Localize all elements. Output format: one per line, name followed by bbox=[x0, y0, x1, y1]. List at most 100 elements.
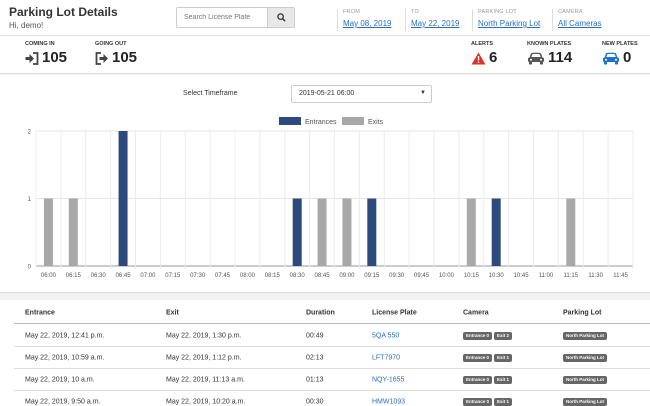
entrance-time: May 22, 2019, 9:50 a.m. bbox=[25, 398, 101, 405]
table-header: Entrance Exit Duration License Plate Cam… bbox=[14, 302, 650, 324]
legend-label-exits: Exits bbox=[368, 119, 384, 126]
bar-entrances[interactable] bbox=[367, 198, 377, 267]
parking-lot-badge: North Parking Lot bbox=[563, 397, 607, 406]
parking-lot-badge: North Parking Lot bbox=[563, 353, 607, 362]
warning-icon bbox=[471, 52, 486, 64]
x-tick-label: 07:00 bbox=[140, 273, 156, 279]
duration: 00:30 bbox=[306, 398, 324, 405]
filter-camera: CAMERA All Cameras bbox=[552, 9, 602, 31]
license-plate-link[interactable]: NQY-1655 bbox=[372, 376, 405, 383]
bar-exits[interactable] bbox=[342, 198, 352, 267]
stat-going-out-value: 105 bbox=[112, 49, 138, 66]
stat-coming-in-value: 105 bbox=[42, 49, 68, 66]
parking-lot-badge: North Parking Lot bbox=[563, 331, 607, 340]
stat-known-plates-value: 114 bbox=[548, 49, 573, 66]
camera-entrance-badge: Entrance 0 bbox=[463, 331, 493, 340]
camera-exit-badge: Exit 1 bbox=[494, 375, 513, 384]
filter-parking-lot-link[interactable]: North Parking Lot bbox=[478, 19, 541, 28]
parking-lot-cell: North Parking Lot bbox=[563, 331, 609, 340]
x-tick-label: 08:45 bbox=[315, 273, 331, 279]
camera-badges: Entrance 0 Exit 1 bbox=[463, 353, 514, 362]
bar-entrances[interactable] bbox=[491, 198, 501, 267]
y-tick-label: 0 bbox=[28, 265, 32, 271]
license-plate-link[interactable]: HMW1093 bbox=[372, 398, 406, 405]
entrance-time: May 22, 2019, 10 a.m. bbox=[25, 376, 95, 383]
x-tick-label: 09:45 bbox=[414, 273, 430, 279]
filter-from-label: FROM bbox=[343, 9, 360, 15]
stats-bar: COMING IN 105 GOING OUT 105 ALERTS bbox=[0, 36, 650, 74]
camera-exit-badge: Exit 1 bbox=[494, 353, 513, 362]
car-new-icon bbox=[603, 52, 619, 64]
timeframe-select[interactable]: 2019-05-21 06:00 ▼ bbox=[291, 85, 432, 103]
bar-entrances[interactable] bbox=[292, 198, 302, 267]
stat-alerts-label: ALERTS bbox=[471, 41, 493, 47]
filter-camera-link[interactable]: All Cameras bbox=[558, 19, 602, 28]
x-tick-label: 10:15 bbox=[464, 273, 480, 279]
table-row[interactable]: May 22, 2019, 12:41 p.m. May 22, 2019, 1:… bbox=[14, 325, 650, 347]
camera-entrance-badge: Entrance 0 bbox=[463, 397, 493, 406]
x-tick-label: 07:15 bbox=[165, 273, 181, 279]
x-tick-label: 08:00 bbox=[240, 273, 256, 279]
stat-new-plates-label: NEW PLATES bbox=[602, 41, 638, 47]
user-greeting: Hi, demo! bbox=[9, 21, 44, 30]
exit-time: May 22, 2019, 1:30 p.m. bbox=[166, 332, 242, 339]
x-tick-label: 09:30 bbox=[389, 273, 405, 279]
bar-exits[interactable] bbox=[68, 198, 78, 267]
stat-coming-in-label: COMING IN bbox=[25, 41, 55, 47]
parking-lot-cell: North Parking Lot bbox=[563, 353, 609, 362]
search-icon bbox=[276, 13, 286, 22]
filter-to: TO May 22, 2019 bbox=[405, 9, 459, 31]
filter-from: FROM May 08, 2019 bbox=[337, 9, 391, 31]
x-tick-label: 06:45 bbox=[116, 273, 132, 279]
filter-from-link[interactable]: May 08, 2019 bbox=[343, 19, 392, 28]
camera-entrance-badge: Entrance 0 bbox=[463, 375, 493, 384]
timeframe-label: Select Timeframe bbox=[183, 90, 238, 97]
entrance-time: May 22, 2019, 12:41 p.m. bbox=[25, 332, 105, 339]
timeframe-value: 2019-05-21 06:00 bbox=[299, 90, 355, 97]
x-tick-label: 10:30 bbox=[489, 273, 505, 279]
column-duration: Duration bbox=[306, 309, 335, 316]
exit-time: May 22, 2019, 10:20 a.m. bbox=[166, 398, 246, 405]
camera-badges: Entrance 0 Exit 1 bbox=[463, 375, 514, 384]
stat-coming-in: COMING IN 105 bbox=[25, 41, 67, 66]
column-entrance: Entrance bbox=[25, 309, 55, 316]
filter-to-link[interactable]: May 22, 2019 bbox=[411, 19, 460, 28]
stat-going-out: GOING OUT 105 bbox=[95, 41, 137, 66]
filter-camera-label: CAMERA bbox=[558, 9, 583, 15]
x-tick-label: 09:15 bbox=[364, 273, 380, 279]
sign-in-icon bbox=[25, 51, 39, 65]
table-row[interactable]: May 22, 2019, 9:50 a.m. May 22, 2019, 10:… bbox=[14, 391, 650, 406]
parking-lot-cell: North Parking Lot bbox=[563, 397, 609, 406]
duration: 01:13 bbox=[306, 376, 324, 383]
sign-out-icon bbox=[95, 51, 108, 65]
column-parking-lot: Parking Lot bbox=[563, 309, 602, 316]
entrances-exits-chart: 0 1 2 06:00 06:15 06:30 06:45 07:00 07:15 07:30 07… bbox=[28, 117, 634, 279]
bar-entrances[interactable] bbox=[118, 131, 128, 266]
license-plate-link[interactable]: 5QA 550 bbox=[372, 332, 400, 339]
bar-exits[interactable] bbox=[43, 198, 53, 267]
stat-alerts-value: 6 bbox=[489, 49, 498, 66]
y-tick-label: 1 bbox=[28, 197, 32, 203]
filter-to-label: TO bbox=[411, 9, 419, 15]
x-tick-label: 08:15 bbox=[265, 273, 281, 279]
duration: 00:49 bbox=[306, 332, 324, 339]
x-tick-label: 11:00 bbox=[539, 273, 554, 279]
page-title: Parking Lot Details bbox=[9, 5, 118, 19]
search-button[interactable] bbox=[267, 8, 294, 27]
stat-known-plates: KNOWN PLATES 114 bbox=[527, 41, 572, 66]
camera-exit-badge: Exit 1 bbox=[494, 397, 513, 406]
stat-new-plates-value: 0 bbox=[623, 49, 632, 66]
table-row[interactable]: May 22, 2019, 10 a.m. May 22, 2019, 11:13… bbox=[14, 369, 650, 391]
search-input[interactable] bbox=[177, 8, 267, 27]
table-row[interactable]: May 22, 2019, 10:59 a.m. May 22, 2019, 1:… bbox=[14, 347, 650, 369]
exit-time: May 22, 2019, 11:13 a.m. bbox=[166, 376, 245, 383]
x-tick-label: 06:00 bbox=[41, 273, 57, 279]
stat-going-out-label: GOING OUT bbox=[95, 41, 127, 47]
bar-exits[interactable] bbox=[466, 198, 476, 267]
x-tick-label: 08:30 bbox=[290, 273, 306, 279]
license-plate-link[interactable]: LFT7970 bbox=[372, 354, 401, 361]
parking-events-table: Entrance Exit Duration License Plate Cam… bbox=[0, 300, 650, 406]
bar-exits[interactable] bbox=[566, 198, 576, 267]
bar-exits[interactable] bbox=[317, 198, 327, 267]
